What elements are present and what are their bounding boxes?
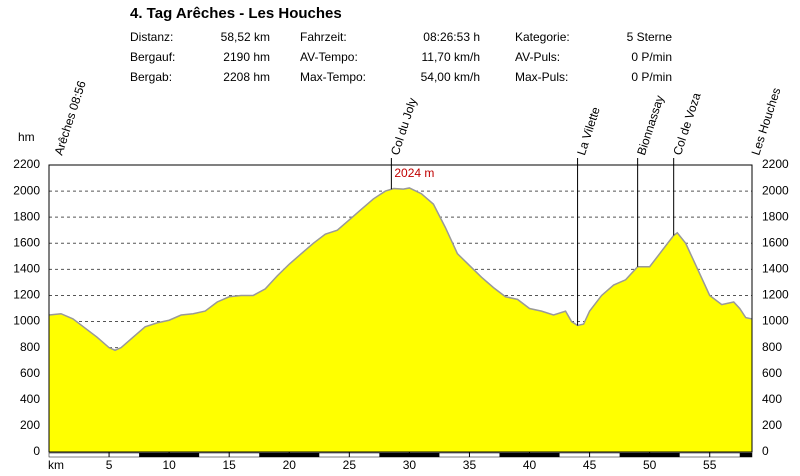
y2-tick-label: 2000 [762, 183, 789, 197]
y2-tick-label: 400 [762, 392, 782, 406]
info-label: AV-Puls: [515, 50, 560, 64]
y-tick-label: 400 [20, 392, 40, 406]
info-value: 5 Sterne [627, 30, 673, 44]
info-label: Fahrzeit: [300, 30, 347, 44]
area-fill [49, 187, 752, 452]
info-value: 11,70 km/h [422, 50, 480, 64]
x-tick-label: 10 [162, 458, 176, 472]
info-label: AV-Tempo: [300, 50, 358, 64]
info-label: Bergauf: [130, 50, 175, 64]
info-value: 2208 hm [223, 70, 270, 84]
plot-frame [48, 164, 753, 453]
waypoint-label: Col du Joly [388, 96, 420, 157]
info-label: Max-Tempo: [300, 70, 366, 84]
x-tick-label: 5 [106, 458, 113, 472]
y-tick-label: 1400 [13, 262, 40, 276]
info-label: Kategorie: [515, 30, 570, 44]
y-tick-label: 2200 [13, 157, 40, 171]
info-label: Bergab: [130, 70, 172, 84]
x-tick-label: 20 [283, 458, 297, 472]
scale-bar-segment [739, 453, 752, 457]
y2-tick-label: 1000 [762, 314, 789, 328]
y-tick-label: 600 [20, 366, 40, 380]
y2-tick-label: 2200 [762, 157, 789, 171]
y2-tick-label: 0 [762, 444, 769, 458]
x-tick-label: 30 [403, 458, 417, 472]
profile-line [48, 187, 753, 352]
x-tick-label: 45 [583, 458, 597, 472]
x-tick-label: 40 [523, 458, 537, 472]
info-value: 0 P/min [631, 50, 672, 64]
y2-tick-label: 1200 [762, 288, 789, 302]
info-value: 0 P/min [631, 70, 672, 84]
y2-tick-label: 200 [762, 418, 782, 432]
x-tick-label: 50 [643, 458, 657, 472]
info-label: Distanz: [130, 30, 173, 44]
y-tick-label: 800 [20, 340, 40, 354]
y-axis-label: hm [18, 130, 35, 144]
info-value: 08:26:53 h [423, 30, 480, 44]
info-value: 58,52 km [221, 30, 270, 44]
y-tick-label: 1800 [13, 209, 40, 223]
waypoint-label: La Vilette [574, 105, 603, 157]
x-tick-label: 35 [463, 458, 477, 472]
y-tick-label: 1000 [13, 314, 40, 328]
waypoint-label: Col de Voza [670, 91, 703, 157]
info-label: Max-Puls: [515, 70, 568, 84]
y-tick-label: 0 [33, 444, 40, 458]
y2-tick-label: 1800 [762, 209, 789, 223]
chart-title: 4. Tag Arêches - Les Houches [130, 5, 342, 22]
y-tick-label: 1600 [13, 235, 40, 249]
y2-tick-label: 1600 [762, 235, 789, 249]
info-value: 54,00 km/h [421, 70, 480, 84]
y-tick-label: 1200 [13, 288, 40, 302]
y2-tick-label: 800 [762, 340, 782, 354]
peak-label: 2024 m [394, 166, 434, 180]
x-tick-label: 55 [703, 458, 717, 472]
info-value: 2190 hm [223, 50, 270, 64]
waypoint-label: Les Houches [749, 86, 784, 157]
waypoint-label: Bionnassay [634, 94, 666, 157]
x-axis-label: km [48, 458, 64, 472]
x-tick-label: 25 [343, 458, 357, 472]
x-tick-label: 15 [223, 458, 237, 472]
y2-tick-label: 1400 [762, 262, 789, 276]
waypoint-label: Arêches 08:56 [52, 79, 89, 157]
y-tick-label: 200 [20, 418, 40, 432]
y2-tick-label: 600 [762, 366, 782, 380]
y-tick-label: 2000 [13, 183, 40, 197]
